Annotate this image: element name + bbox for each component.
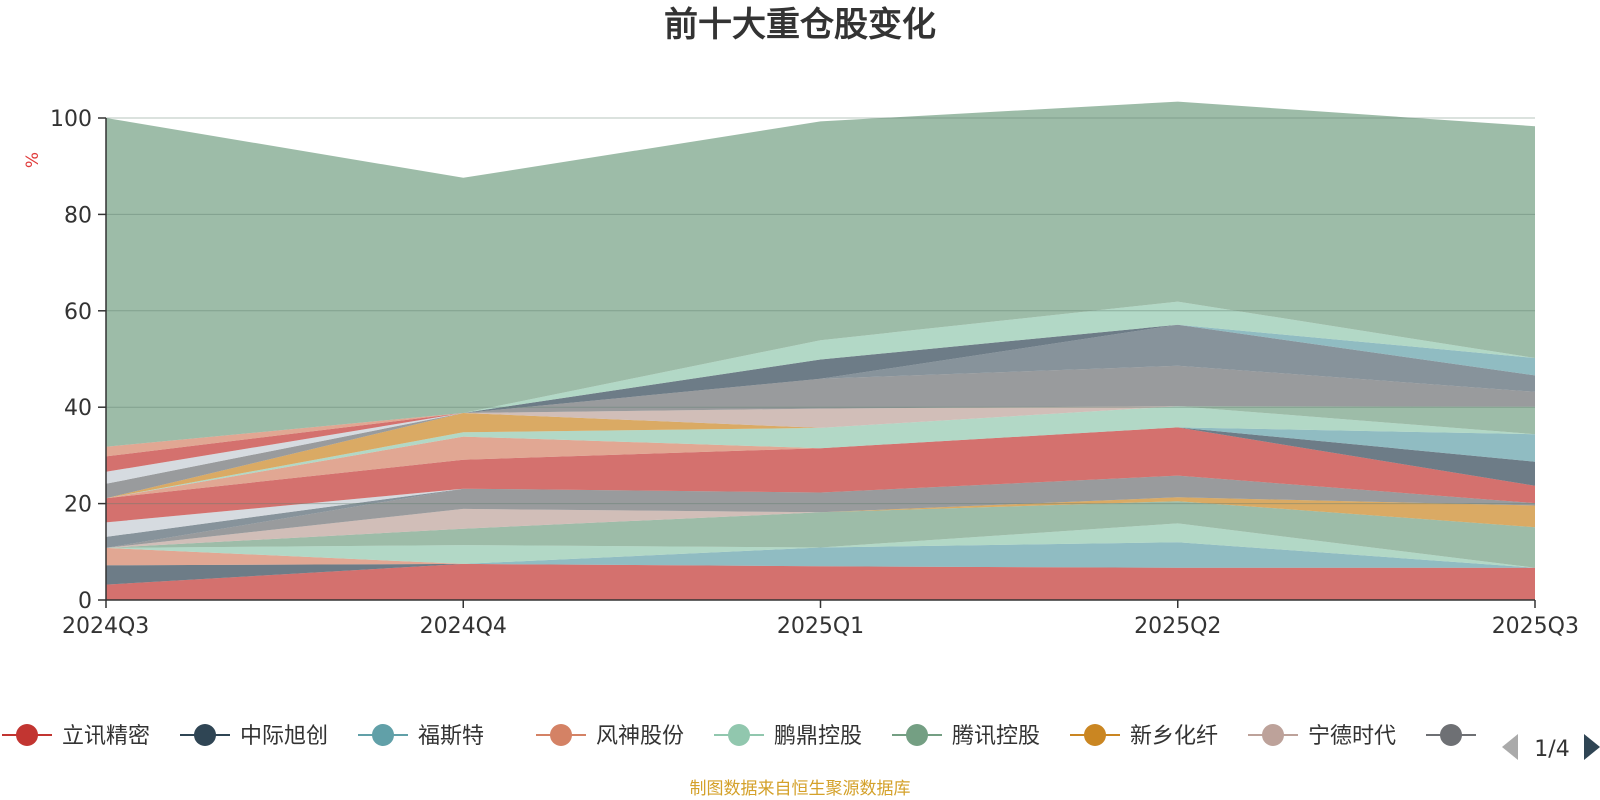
area-series-8 (106, 475, 1535, 548)
legend-marker-7 (1262, 724, 1284, 746)
legend-marker-4 (728, 724, 750, 746)
legend: 立讯精密 中际旭创 福斯特 风神股份 鹏鼎控股 腾讯控股 新乡化纤 宁德时代 健盛集团 (2, 724, 1574, 749)
x-tick-label-4: 2025Q3 (1492, 614, 1579, 639)
legend-label-4: 鹏鼎控股 (774, 724, 862, 749)
legend-marker-3 (550, 724, 572, 746)
legend-item-0[interactable]: 立讯精密 (2, 724, 150, 749)
area-series-4 (106, 523, 1535, 568)
area-series-5 (106, 501, 1535, 568)
area-series-14 (106, 427, 1535, 499)
y-ticks: 0 20 40 60 80 100 (50, 107, 106, 614)
legend-item-4[interactable]: 鹏鼎控股 (714, 724, 862, 749)
legend-item-8[interactable]: 健盛集团 (1426, 724, 1574, 749)
y-tick-label-100: 100 (50, 107, 92, 132)
legend-label-7: 宁德时代 (1308, 724, 1396, 749)
y-tick-label-80: 80 (64, 203, 92, 228)
y-tick-label-60: 60 (64, 300, 92, 325)
series-areas (106, 101, 1535, 600)
legend-next-button[interactable] (1584, 734, 1600, 760)
area-series-19 (106, 365, 1535, 499)
area-series-27 (106, 101, 1535, 447)
x-tick-label-1: 2024Q4 (420, 614, 507, 639)
area-series-17 (106, 406, 1535, 499)
legend-item-7[interactable]: 宁德时代 (1248, 724, 1396, 749)
legend-label-3: 风神股份 (596, 724, 684, 749)
area-series-20 (106, 324, 1535, 484)
chart-title: 前十大重仓股变化 (664, 5, 936, 45)
legend-marker-2 (372, 724, 394, 746)
legend-marker-6 (1084, 724, 1106, 746)
y-axis-label: % (23, 152, 43, 168)
area-series-0 (106, 563, 1535, 600)
grid-lines (106, 117, 1535, 505)
area-series-7 (106, 497, 1535, 548)
legend-label-1: 中际旭创 (240, 724, 328, 749)
legend-prev-icon (1502, 734, 1518, 760)
legend-marker-8 (1440, 724, 1462, 746)
legend-item-6[interactable]: 新乡化纤 (1070, 724, 1218, 749)
area-series-18 (106, 406, 1535, 499)
area-series-6 (106, 497, 1535, 548)
legend-marker-0 (16, 724, 38, 746)
legend-item-5[interactable]: 腾讯控股 (892, 724, 1040, 749)
area-series-13 (106, 427, 1535, 499)
y-tick-label-20: 20 (64, 493, 92, 518)
y-tick-label-0: 0 (78, 589, 92, 614)
x-tick-label-0: 2024Q3 (62, 614, 149, 639)
source-note: 制图数据来自恒生聚源数据库 (689, 779, 911, 799)
legend-next-icon (1584, 734, 1600, 760)
legend-item-3[interactable]: 风神股份 (536, 724, 684, 749)
legend-page-indicator: 1/4 (1534, 737, 1569, 762)
legend-prev-button[interactable] (1502, 734, 1518, 760)
x-tick-label-3: 2025Q2 (1134, 614, 1221, 639)
area-series-16 (106, 406, 1535, 499)
x-ticks: 2024Q3 2024Q4 2025Q1 2025Q2 2025Q3 (62, 600, 1579, 639)
legend-label-5: 腾讯控股 (952, 724, 1040, 749)
area-series-1 (106, 563, 1535, 585)
legend-label-0: 立讯精密 (62, 724, 150, 749)
y-tick-label-40: 40 (64, 396, 92, 421)
x-tick-label-2: 2025Q1 (777, 614, 864, 639)
legend-label-2: 福斯特 (418, 724, 484, 749)
legend-marker-1 (194, 724, 216, 746)
legend-item-1[interactable]: 中际旭创 (180, 724, 328, 749)
legend-marker-5 (906, 724, 928, 746)
legend-label-6: 新乡化纤 (1130, 724, 1218, 749)
area-series-2 (106, 542, 1535, 568)
legend-item-2[interactable]: 福斯特 (358, 724, 484, 749)
area-series-11 (106, 427, 1535, 523)
